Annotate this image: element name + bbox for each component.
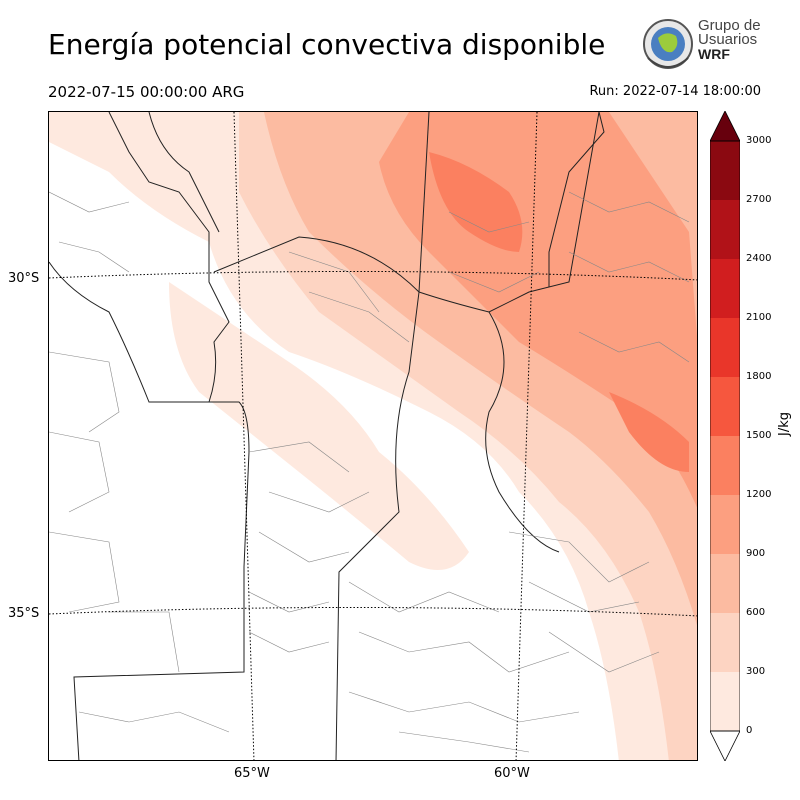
lon-label-65w: 65°W [234, 766, 270, 781]
colorbar-tick-label: 2100 [746, 312, 772, 323]
colorbar-band [710, 141, 740, 200]
colorbar-tick-label: 2400 [746, 253, 772, 264]
valid-time: 2022-07-15 00:00:00 ARG [48, 83, 245, 101]
colorbar-band [710, 259, 740, 318]
colorbar-min-arrow [710, 730, 740, 761]
colorbar-band [710, 613, 740, 672]
cape-field [49, 112, 697, 760]
lat-label-30s: 30°S [8, 271, 40, 286]
lat-label-35s: 35°S [8, 606, 40, 621]
colorbar-tick-label: 1500 [746, 430, 772, 441]
colorbar-band [710, 436, 740, 495]
colorbar-band [710, 377, 740, 436]
run-time: Run: 2022-07-14 18:00:00 [589, 84, 761, 99]
colorbar-band [710, 318, 740, 377]
cape-contour-1200-1500-east [609, 392, 689, 472]
globe-icon [643, 19, 693, 69]
colorbar-tick-label: 1800 [746, 371, 772, 382]
colorbar-band [710, 554, 740, 613]
logo-line2: Usuarios [698, 31, 758, 48]
wrf-users-logo: Grupo de Usuarios WRF [638, 16, 768, 74]
colorbar-max-arrow [710, 111, 740, 142]
colorbar-tick-label: 900 [746, 548, 766, 559]
cape-contour-1200-1500-north [429, 152, 523, 252]
logo-line3: WRF [698, 46, 730, 62]
colorbar-tick-label: 600 [746, 607, 766, 618]
colorbar-unit: J/kg [777, 412, 792, 436]
logo-line1: Grupo de [698, 17, 761, 34]
colorbar-band [710, 495, 740, 554]
map-panel[interactable] [48, 111, 698, 761]
map-title: Energía potencial convectiva disponible [48, 28, 606, 61]
colorbar-tick-label: 1200 [746, 489, 772, 500]
lon-label-60w: 60°W [494, 766, 530, 781]
colorbar [710, 111, 740, 761]
cape-contour-0-300-west [169, 282, 469, 570]
colorbar-tick-label: 2700 [746, 194, 772, 205]
colorbar-tick-label: 300 [746, 666, 766, 677]
colorbar-tick-label: 0 [746, 725, 753, 736]
colorbar-band [710, 200, 740, 259]
logo-text: Grupo de Usuarios WRF [698, 17, 761, 62]
colorbar-tick-label: 3000 [746, 135, 772, 146]
colorbar-band [710, 672, 740, 731]
